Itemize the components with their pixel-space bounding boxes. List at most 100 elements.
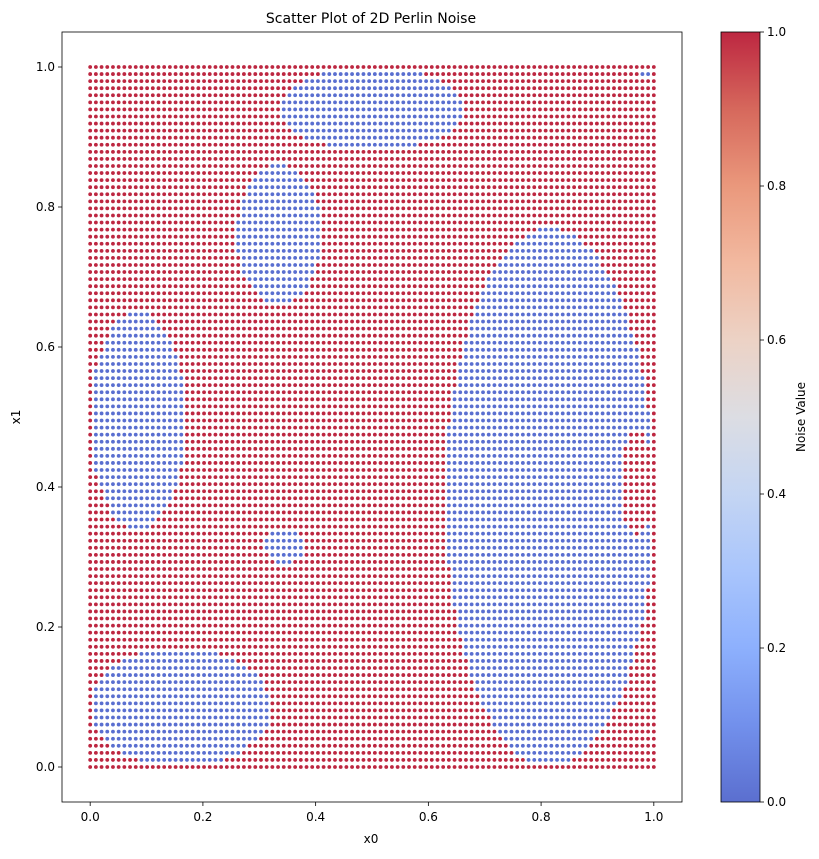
scatter-point (242, 708, 246, 713)
scatter-point (236, 531, 241, 536)
scatter-point (259, 340, 263, 345)
scatter-point (207, 135, 212, 140)
scatter-point (270, 680, 275, 685)
scatter-point (190, 291, 195, 296)
scatter-point (133, 390, 138, 395)
scatter-point (219, 531, 224, 536)
scatter-point (128, 729, 132, 734)
scatter-point (287, 312, 292, 317)
scatter-point (270, 376, 275, 381)
scatter-point (259, 199, 263, 204)
scatter-point (304, 135, 309, 140)
scatter-point (253, 425, 258, 430)
scatter-point (150, 538, 155, 543)
scatter-point (190, 461, 195, 465)
scatter-point (156, 248, 161, 253)
scatter-point (139, 291, 144, 296)
scatter-point (316, 157, 320, 161)
scatter-point (242, 114, 246, 119)
scatter-point (88, 715, 93, 720)
scatter-point (167, 333, 172, 338)
scatter-point (310, 312, 315, 317)
scatter-point (213, 256, 218, 260)
scatter-point (122, 397, 127, 402)
scatter-point (99, 86, 104, 91)
scatter-point (224, 192, 229, 197)
scatter-point (242, 333, 246, 338)
scatter-point (219, 291, 224, 296)
scatter-point (333, 758, 337, 762)
scatter-point (333, 312, 337, 317)
scatter-point (293, 651, 298, 656)
scatter-point (316, 651, 320, 656)
scatter-point (139, 538, 144, 543)
scatter-point (185, 708, 189, 713)
scatter-point (298, 93, 303, 98)
scatter-point (321, 220, 326, 225)
scatter-point (105, 277, 110, 282)
scatter-point (327, 404, 332, 409)
scatter-point (316, 93, 320, 98)
scatter-point (281, 567, 286, 571)
scatter-point (230, 128, 235, 133)
scatter-point (310, 750, 315, 755)
scatter-point (333, 164, 337, 168)
scatter-point (264, 418, 269, 423)
scatter-point (247, 524, 252, 529)
scatter-point (93, 666, 98, 670)
scatter-point (333, 390, 337, 395)
scatter-point (355, 453, 360, 458)
scatter-point (316, 72, 320, 76)
scatter-point (133, 234, 138, 239)
scatter-point (116, 291, 121, 296)
scatter-point (93, 418, 98, 423)
scatter-point (196, 79, 201, 84)
scatter-point (105, 333, 110, 338)
scatter-point (185, 383, 189, 388)
scatter-point (242, 666, 246, 670)
scatter-point (298, 128, 303, 133)
scatter-point (287, 503, 292, 508)
scatter-point (316, 574, 320, 578)
scatter-point (236, 765, 241, 769)
scatter-point (298, 722, 303, 727)
scatter-point (202, 750, 206, 755)
scatter-point (162, 722, 167, 727)
scatter-point (270, 616, 275, 621)
scatter-point (88, 362, 93, 366)
scatter-point (327, 687, 332, 692)
scatter-point (350, 482, 354, 487)
scatter-point (99, 425, 104, 430)
scatter-point (99, 743, 104, 748)
scatter-point (321, 227, 326, 232)
scatter-point (355, 192, 360, 197)
scatter-point (196, 567, 201, 571)
scatter-point (230, 319, 235, 324)
scatter-point (321, 142, 326, 147)
scatter-point (287, 362, 292, 366)
scatter-point (287, 319, 292, 324)
scatter-point (139, 312, 144, 317)
scatter-point (173, 623, 178, 628)
scatter-point (304, 340, 309, 345)
scatter-point (111, 637, 115, 642)
scatter-point (162, 439, 167, 444)
scatter-point (355, 199, 360, 204)
scatter-point (213, 411, 218, 416)
scatter-point (281, 701, 286, 706)
scatter-point (264, 263, 269, 267)
scatter-point (202, 347, 206, 352)
scatter-point (156, 482, 161, 487)
scatter-point (145, 270, 150, 274)
scatter-point (185, 121, 189, 126)
scatter-point (327, 149, 332, 154)
scatter-point (173, 743, 178, 748)
scatter-point (298, 736, 303, 741)
scatter-point (242, 425, 246, 430)
scatter-point (316, 644, 320, 649)
scatter-point (287, 107, 292, 112)
scatter-point (93, 79, 98, 84)
scatter-point (105, 114, 110, 119)
scatter-point (162, 680, 167, 685)
scatter-point (298, 164, 303, 168)
